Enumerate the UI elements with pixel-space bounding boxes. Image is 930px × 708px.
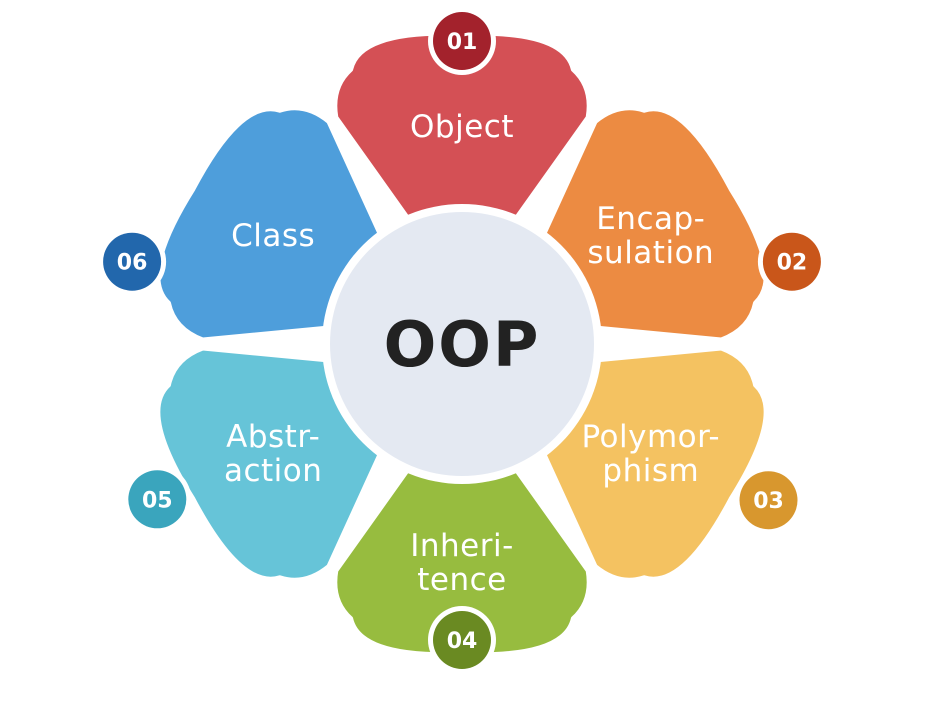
segment-label-line: Polymor- [581, 419, 720, 455]
segment-label-line: sulation [587, 235, 714, 271]
badge-circle [739, 471, 798, 530]
center-label: OOP [384, 308, 541, 381]
segment-label-04: Inheri-tence [410, 528, 514, 598]
segment-label-05: Abstr-action [224, 419, 322, 489]
segment-badge-02: 02 [757, 227, 826, 296]
badge-circle [433, 12, 491, 70]
segment-badge-05: 05 [123, 465, 192, 534]
segment-label-line: action [224, 453, 322, 489]
petals-layer: Object Encap-sulation Polymor-phism Inheri-… [156, 31, 768, 657]
segment-label-01: Object [410, 109, 514, 145]
segment-badge-03: 03 [734, 466, 803, 535]
segment-label-line: Abstr- [226, 419, 320, 455]
segment-badge-04: 04 [428, 606, 496, 674]
center-inner-circle [330, 212, 594, 476]
badge-circle [433, 611, 491, 669]
segment-badge-01: 01 [428, 7, 496, 75]
segment-label-06: Class [231, 218, 315, 254]
segment-label-03: Polymor-phism [581, 419, 720, 489]
badge-number: 01 [447, 30, 478, 55]
segment-label-line: tence [417, 562, 507, 598]
segment-label-line: Class [231, 218, 315, 254]
badge-circle [762, 232, 821, 291]
badge-number: 04 [447, 629, 478, 654]
badge-circle [128, 470, 187, 529]
badge-number: 05 [142, 488, 173, 513]
segment-label-line: Inheri- [410, 528, 514, 564]
badge-circle [103, 232, 162, 291]
segment-label-line: phism [602, 453, 699, 489]
badge-number: 02 [777, 251, 808, 276]
segment-label-02: Encap-sulation [587, 201, 714, 271]
badge-number: 06 [117, 251, 148, 276]
segment-badge-06: 06 [98, 227, 167, 296]
center-hub: OOP [322, 204, 602, 484]
badges-layer: 01 02 03 04 05 06 [98, 7, 826, 674]
segment-label-line: Encap- [596, 201, 705, 237]
segment-label-line: Object [410, 109, 514, 145]
badge-number: 03 [753, 489, 784, 514]
